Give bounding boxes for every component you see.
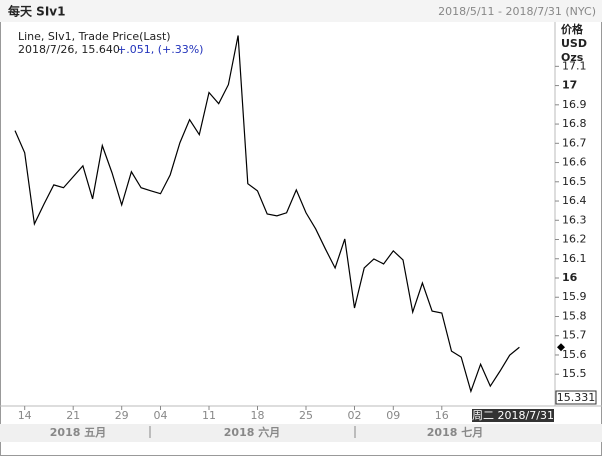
last-value-marker	[557, 343, 565, 352]
y-tick-label: 16.3	[562, 213, 587, 226]
header-bar	[0, 0, 602, 22]
legend-line2: 2018/7/26, 15.640,	[18, 43, 123, 56]
y-tick-label: 17	[562, 79, 577, 92]
y-tick-label: 16.5	[562, 175, 587, 188]
x-tick-label: 25	[299, 409, 313, 422]
y-axis-label: Ozs	[561, 51, 584, 64]
crosshair-y-label: 15.331	[557, 391, 596, 404]
y-tick-label: 16.7	[562, 136, 587, 149]
y-tick-label: 16.1	[562, 252, 587, 265]
y-tick-label: 15.6	[562, 348, 587, 361]
y-tick-label: 17.1	[562, 59, 587, 72]
month-label: 2018 六月	[224, 425, 280, 439]
x-tick-label: 04	[154, 409, 168, 422]
y-tick-label: 16.2	[562, 233, 587, 246]
y-tick-label: 15.9	[562, 290, 587, 303]
x-tick-label: 29	[115, 409, 129, 422]
y-tick-label: 15.8	[562, 309, 587, 322]
x-tick-label: 02	[348, 409, 362, 422]
x-tick-label: 14	[18, 409, 32, 422]
y-axis-label: 价格	[561, 22, 584, 36]
month-label: 2018 七月	[427, 425, 483, 439]
month-label: 2018 五月	[50, 426, 106, 439]
x-tick-label: 11	[202, 409, 216, 422]
y-tick-label: 16.9	[562, 98, 587, 111]
x-tick-label: 18	[251, 409, 265, 422]
crosshair-x-label: 周二 2018/7/31	[472, 409, 554, 422]
price-line	[14, 35, 520, 394]
crosshair-y-box	[555, 390, 597, 405]
x-tick-label: 16	[435, 409, 449, 422]
y-tick-label: 16	[562, 271, 578, 284]
header-title: 每天 SIv1	[8, 4, 65, 19]
legend-line1: Line, SIv1, Trade Price(Last)	[18, 30, 171, 43]
y-tick-label: 16.4	[562, 194, 587, 207]
y-tick-label: 16.6	[562, 156, 587, 169]
legend-change: +.051, (+.33%)	[117, 43, 203, 56]
x-tick-label: 09	[386, 409, 400, 422]
y-axis-label: USD	[561, 37, 587, 50]
crosshair-x-box	[472, 409, 554, 422]
x-tick-label: 21	[66, 409, 80, 422]
y-tick-label: 16.8	[562, 117, 587, 130]
y-tick-label: 15.7	[562, 329, 587, 342]
date-range: 2018/5/11 - 2018/7/31 (NYC)	[438, 5, 596, 18]
y-tick-label: 15.5	[562, 367, 587, 380]
